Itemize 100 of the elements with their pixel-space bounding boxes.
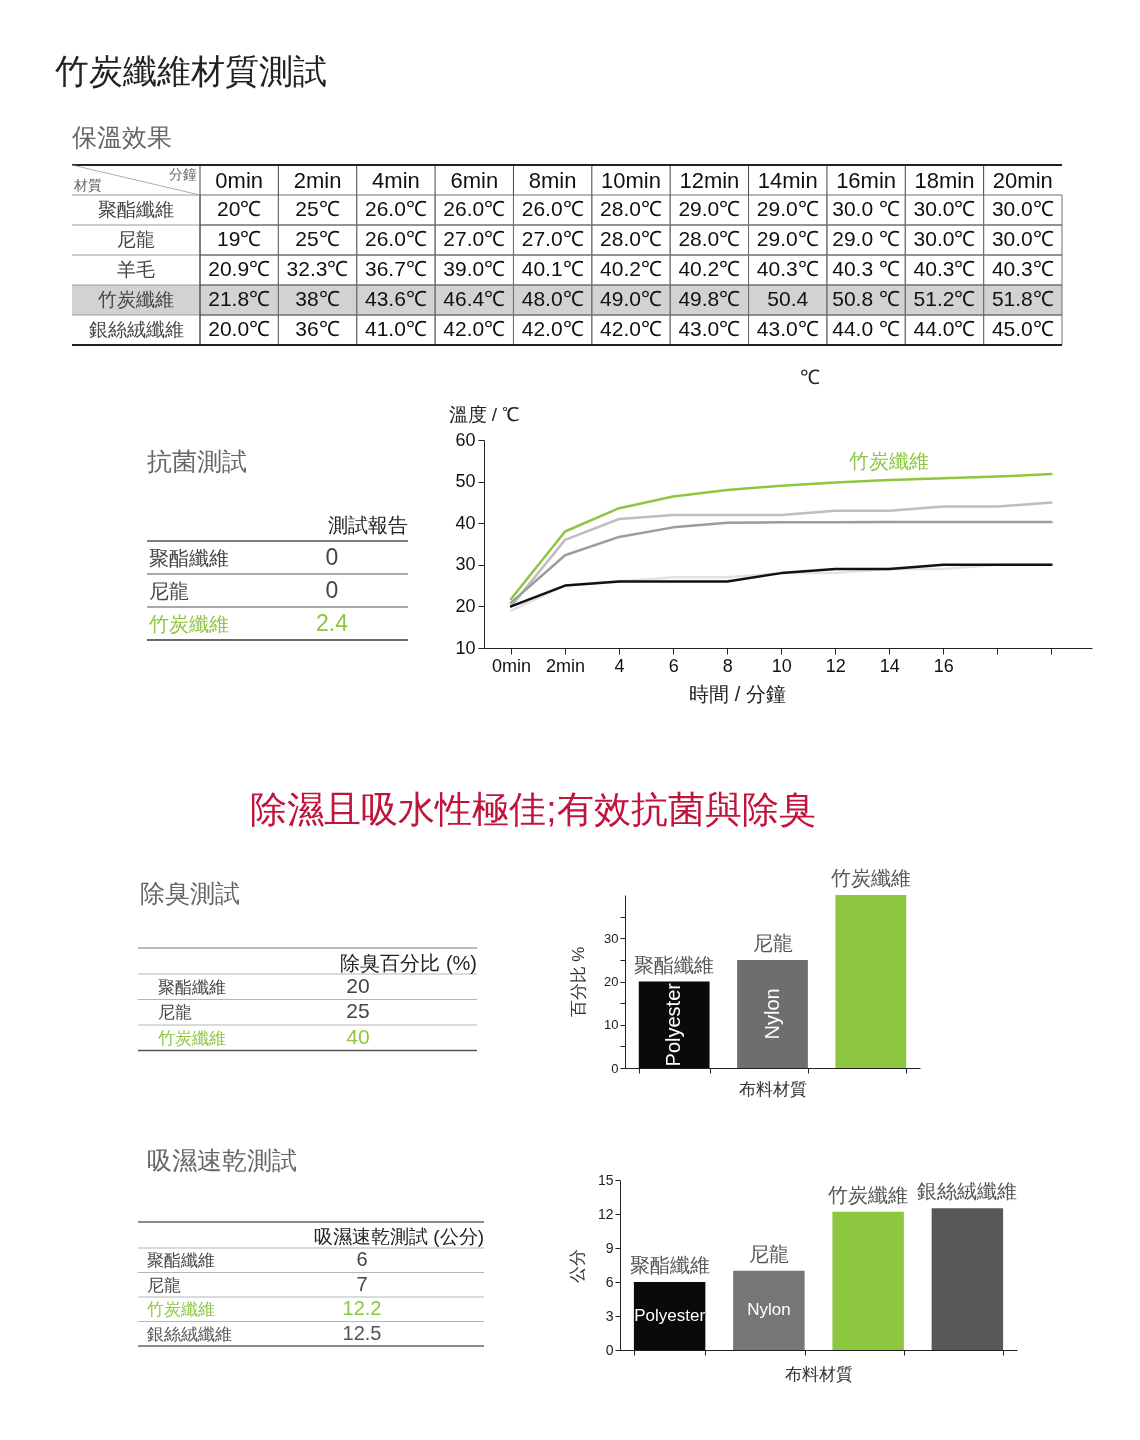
y-tick-label: 竹炭纖維 xyxy=(98,289,174,310)
category-label: 尼龍 xyxy=(149,579,189,602)
x-tick-label: 20min xyxy=(992,168,1053,193)
category-label: 銀絲絨纖維 xyxy=(147,1324,232,1344)
data-label: 39.0℃ xyxy=(443,257,506,280)
data-label: 45.0℃ xyxy=(991,317,1054,340)
x-tick-label: 10min xyxy=(601,168,661,193)
data-label: 43.6℃ xyxy=(364,287,427,310)
data-label: 41.0℃ xyxy=(364,317,427,340)
data-label: 40.3℃ xyxy=(913,257,976,280)
x-tick-label: 10 xyxy=(771,655,792,676)
data-label: 49.8℃ xyxy=(678,287,741,310)
y-axis-title: 溫度 / ℃ xyxy=(448,403,521,425)
y-tick-label: 50 xyxy=(455,471,476,492)
data-label: 42.0℃ xyxy=(443,317,506,340)
data-label: 40.2℃ xyxy=(600,257,662,280)
y-tick-label: 20 xyxy=(604,974,619,989)
data-label: 44.0℃ xyxy=(913,317,976,340)
y-tick-label: 羊毛 xyxy=(117,259,155,280)
text: 測試報告 xyxy=(328,514,408,536)
y-tick-label: 15 xyxy=(597,1171,614,1188)
text: 除臭測試 xyxy=(140,879,240,907)
bar xyxy=(733,1270,805,1350)
category-label: 竹炭纖維 xyxy=(147,1300,215,1320)
data-label: 12.2 xyxy=(342,1297,382,1320)
annotation: Polyester xyxy=(634,1306,706,1325)
data-label: 20.0℃ xyxy=(208,317,271,340)
data-label: 27.0℃ xyxy=(443,227,506,250)
data-label: 25 xyxy=(346,999,370,1023)
y-tick-label: 尼龍 xyxy=(117,229,155,250)
y-tick-label: 10 xyxy=(604,1017,619,1033)
x-tick-label: 6 xyxy=(668,655,679,676)
data-label: 7 xyxy=(356,1272,368,1295)
line-series xyxy=(509,501,1053,608)
y-tick-label: 6 xyxy=(605,1273,614,1290)
annotation: Nylon xyxy=(747,1300,791,1320)
data-label: 20℃ xyxy=(217,197,262,220)
text: 吸濕速乾測試 xyxy=(147,1146,297,1174)
data-label: 30.0℃ xyxy=(991,227,1054,250)
y-axis-title: 百分比 % xyxy=(569,946,589,1018)
data-label: 25℃ xyxy=(295,227,340,250)
data-label: 42.0℃ xyxy=(521,317,584,340)
data-label: 30.0℃ xyxy=(913,227,976,250)
data-label: 51.8℃ xyxy=(991,287,1054,310)
y-tick-label: 30 xyxy=(455,554,476,575)
data-label: 25℃ xyxy=(295,197,340,220)
x-axis-title: 時間 / 分鐘 xyxy=(689,682,786,705)
data-label: 36.7℃ xyxy=(364,257,427,280)
line-series xyxy=(509,520,1053,604)
data-label: 44.0 ℃ xyxy=(832,317,900,340)
data-label: 36℃ xyxy=(295,317,340,340)
data-label: 40.2℃ xyxy=(678,257,741,280)
data-label: 26.0℃ xyxy=(521,197,584,220)
data-label: 12.5 xyxy=(342,1321,382,1344)
category-label: 竹炭纖維 xyxy=(149,612,229,635)
series-label: 竹炭纖維 xyxy=(849,449,930,472)
category-label: 聚酯纖維 xyxy=(158,977,226,997)
y-axis-title: 材質 xyxy=(73,177,102,193)
data-label: 21.8℃ xyxy=(208,287,271,310)
annotation: Polyester xyxy=(662,982,685,1067)
data-label: 50.4 xyxy=(767,287,809,310)
x-tick-label: 16 xyxy=(933,655,954,676)
x-tick-label: 4min xyxy=(372,168,420,193)
data-label: 28.0℃ xyxy=(600,227,662,250)
x-tick-label: 16min xyxy=(836,168,897,193)
text: ℃ xyxy=(800,366,820,388)
y-tick-label: 9 xyxy=(605,1239,614,1256)
data-label: 30.0℃ xyxy=(913,197,976,220)
data-label: 49.0℃ xyxy=(600,287,662,310)
annotation: Nylon xyxy=(760,988,783,1040)
data-label: 40 xyxy=(346,1024,370,1048)
text: 除臭百分比 (%) xyxy=(340,952,477,974)
x-tick-label: 8 xyxy=(722,655,733,676)
data-label: 38℃ xyxy=(295,287,340,310)
data-label: 29.0℃ xyxy=(756,197,819,220)
data-label: 0 xyxy=(325,543,339,570)
data-label: 32.3℃ xyxy=(286,257,349,280)
data-label: 26.0℃ xyxy=(364,197,427,220)
y-tick-label: 銀絲絨纖維 xyxy=(88,319,184,340)
data-label: 29.0℃ xyxy=(756,227,819,250)
data-label: 29.0℃ xyxy=(678,197,741,220)
y-axis-title: 公分 xyxy=(567,1248,587,1283)
data-label: 20.9℃ xyxy=(208,257,271,280)
x-tick-label: 0min xyxy=(215,168,264,193)
data-label: 42.0℃ xyxy=(600,317,662,340)
text: 抗菌測試 xyxy=(147,447,247,475)
x-tick-label: 12min xyxy=(679,168,740,193)
y-tick-label: 聚酯纖維 xyxy=(98,199,174,220)
x-tick-label: 18min xyxy=(914,168,975,193)
y-tick-label: 20 xyxy=(455,595,476,616)
category-label: 竹炭纖維 xyxy=(158,1028,226,1048)
bar xyxy=(638,981,710,1068)
data-label: 28.0℃ xyxy=(600,197,662,220)
y-tick-label: 30 xyxy=(604,930,619,946)
data-label: 26.0℃ xyxy=(443,197,506,220)
chart-title: 竹炭纖維材質測試 xyxy=(55,52,327,90)
x-tick-label: 12 xyxy=(825,655,846,676)
x-tick-label: 4 xyxy=(614,655,625,676)
line-series xyxy=(509,472,1053,601)
data-label: 27.0℃ xyxy=(521,227,584,250)
